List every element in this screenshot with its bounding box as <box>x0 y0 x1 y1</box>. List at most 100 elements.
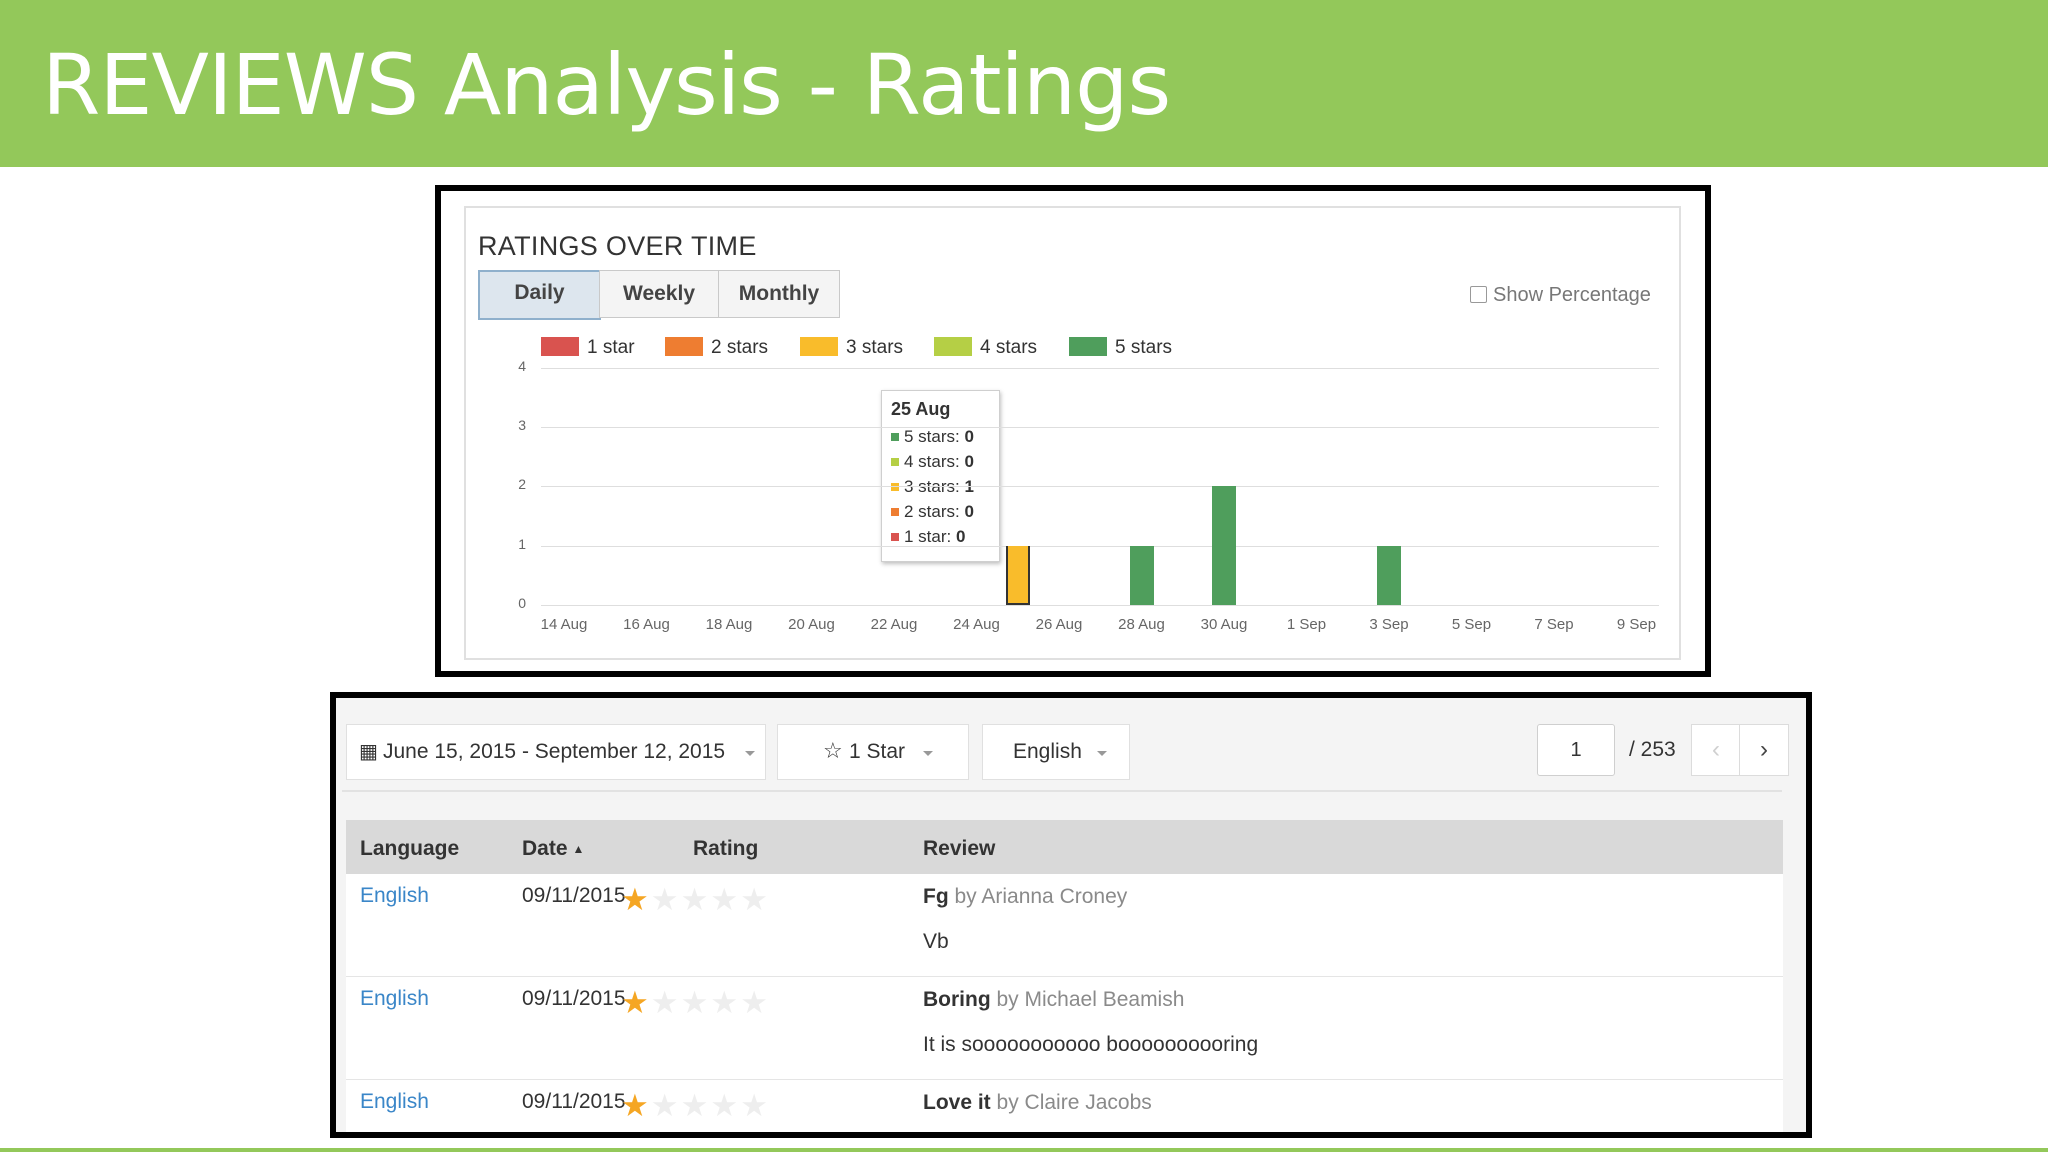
x-tick-label: 22 Aug <box>870 616 918 633</box>
gridline <box>541 486 1659 488</box>
legend-swatch <box>800 337 838 356</box>
tab-daily[interactable]: Daily <box>478 270 601 320</box>
bar[interactable] <box>1377 545 1401 605</box>
legend-swatch <box>934 337 972 356</box>
tooltip-value: 0 <box>955 527 966 546</box>
chevron-down-icon <box>745 751 755 756</box>
review-date: 09/11/2015 <box>522 884 626 907</box>
tooltip-row: 1 star: 0 <box>891 527 965 547</box>
slide-header: REVIEWS Analysis - Ratings <box>0 0 2048 167</box>
star-icon: ★ <box>710 882 741 917</box>
x-tick-label: 3 Sep <box>1369 616 1409 633</box>
legend-item[interactable]: 5 stars <box>1069 337 1172 359</box>
language-filter-label: English <box>1013 740 1082 763</box>
tooltip-row: 4 stars: 0 <box>891 452 974 472</box>
column-header-date-label: Date <box>522 837 568 860</box>
legend-label: 4 stars <box>980 337 1038 358</box>
tooltip-swatch <box>891 433 899 441</box>
tooltip-label: 2 stars: <box>904 502 965 521</box>
language-link[interactable]: English <box>360 987 429 1010</box>
star-icon: ★ <box>680 882 711 917</box>
tooltip-label: 1 star: <box>904 527 956 546</box>
y-tick-label: 2 <box>518 476 526 493</box>
table-row[interactable]: English 09/11/2015 ★★★★★ Love it by Claire … <box>346 1080 1783 1132</box>
legend-item[interactable]: 3 stars <box>800 337 903 359</box>
column-header-review[interactable]: Review <box>923 837 996 860</box>
legend-swatch <box>665 337 703 356</box>
star-icon: ★ <box>740 985 770 1020</box>
star-icon: ★ <box>621 985 651 1020</box>
bar[interactable] <box>1005 545 1030 605</box>
tooltip-label: 4 stars: <box>904 452 965 471</box>
x-tick-label: 16 Aug <box>623 616 670 633</box>
filter-bar: ▦ June 15, 2015 - September 12, 2015 ☆ 1… <box>342 698 1789 792</box>
x-tick-label: 20 Aug <box>788 616 835 633</box>
review-cell: Love it by Claire Jacobs <box>923 1091 1152 1115</box>
date-range-dropdown[interactable]: ▦ June 15, 2015 - September 12, 2015 <box>346 724 766 780</box>
star-icon: ★ <box>621 1088 651 1123</box>
language-dropdown[interactable]: English <box>982 724 1130 780</box>
column-header-date[interactable]: Date ▲ <box>522 837 584 861</box>
next-page-button[interactable]: › <box>1739 724 1789 776</box>
column-header-language[interactable]: Language <box>360 837 460 860</box>
table-row[interactable]: English 09/11/2015 ★★★★★ Boring by Michael … <box>346 977 1783 1081</box>
review-body: It is sooooooooooo boooooooooring <box>923 1033 1259 1056</box>
date-range-label: June 15, 2015 - September 12, 2015 <box>383 740 726 763</box>
tooltip-value: 0 <box>964 427 974 446</box>
column-header-rating[interactable]: Rating <box>693 837 759 860</box>
chevron-left-icon: ‹ <box>1712 736 1720 763</box>
legend-item[interactable]: 2 stars <box>665 337 768 359</box>
star-icon: ★ <box>650 882 681 917</box>
chevron-down-icon <box>1097 751 1107 756</box>
y-tick-label: 3 <box>518 417 526 434</box>
legend-label: 1 star <box>587 337 635 358</box>
bottom-rule <box>0 1148 2048 1152</box>
x-tick-label: 7 Sep <box>1534 616 1574 633</box>
y-tick-label: 0 <box>518 595 526 611</box>
review-date: 09/11/2015 <box>522 987 626 1010</box>
tooltip-swatch <box>891 508 899 516</box>
star-rating: ★★★★★ <box>621 1088 770 1124</box>
bar[interactable] <box>1129 545 1154 605</box>
gridline <box>541 427 1659 429</box>
review-title[interactable]: Boring <box>923 988 991 1011</box>
tooltip-row: 2 stars: 0 <box>891 502 974 522</box>
rating-dropdown[interactable]: ☆ 1 Star <box>777 724 969 780</box>
legend-item[interactable]: 4 stars <box>934 337 1037 359</box>
review-title[interactable]: Fg <box>923 885 949 908</box>
language-link[interactable]: English <box>360 884 429 907</box>
show-percentage-toggle[interactable]: Show Percentage <box>1470 284 1651 307</box>
rating-filter-label: 1 Star <box>849 740 906 763</box>
x-tick-label: 26 Aug <box>1035 616 1083 633</box>
calendar-icon: ▦ <box>359 741 378 763</box>
legend-item[interactable]: 1 star <box>541 337 635 359</box>
page-number-input[interactable]: 1 <box>1537 724 1615 776</box>
x-tick-label: 30 Aug <box>1200 616 1248 633</box>
x-tick-label: 28 Aug <box>1118 616 1165 633</box>
y-tick-label: 1 <box>518 535 526 552</box>
sort-up-icon: ▲ <box>572 842 585 856</box>
review-title[interactable]: Love it <box>923 1091 991 1114</box>
tooltip-value: 0 <box>964 502 974 521</box>
language-link[interactable]: English <box>360 1090 429 1113</box>
tooltip-swatch <box>891 533 899 541</box>
review-author: by Claire Jacobs <box>990 1091 1152 1114</box>
x-tick-label: 24 Aug <box>953 616 1000 633</box>
review-cell: Boring by Michael Beamish <box>923 988 1184 1012</box>
tab-monthly[interactable]: Monthly <box>718 270 840 318</box>
legend-swatch <box>1069 337 1107 356</box>
show-percentage-checkbox[interactable] <box>1470 286 1487 303</box>
chart-title: RATINGS OVER TIME <box>478 231 757 261</box>
legend-label: 3 stars <box>846 337 904 358</box>
tooltip-value: 0 <box>964 452 974 471</box>
star-icon: ★ <box>650 985 681 1020</box>
reviews-frame: ▦ June 15, 2015 - September 12, 2015 ☆ 1… <box>330 692 1812 1138</box>
table-row[interactable]: English 09/11/2015 ★★★★★ Fg by Arianna Cron… <box>346 874 1783 978</box>
x-tick-label: 1 Sep <box>1286 616 1327 633</box>
prev-page-button[interactable]: ‹ <box>1691 724 1741 776</box>
chevron-down-icon <box>923 751 933 756</box>
tab-weekly[interactable]: Weekly <box>599 270 719 318</box>
gridline <box>541 367 1659 369</box>
bar[interactable] <box>1212 486 1236 605</box>
